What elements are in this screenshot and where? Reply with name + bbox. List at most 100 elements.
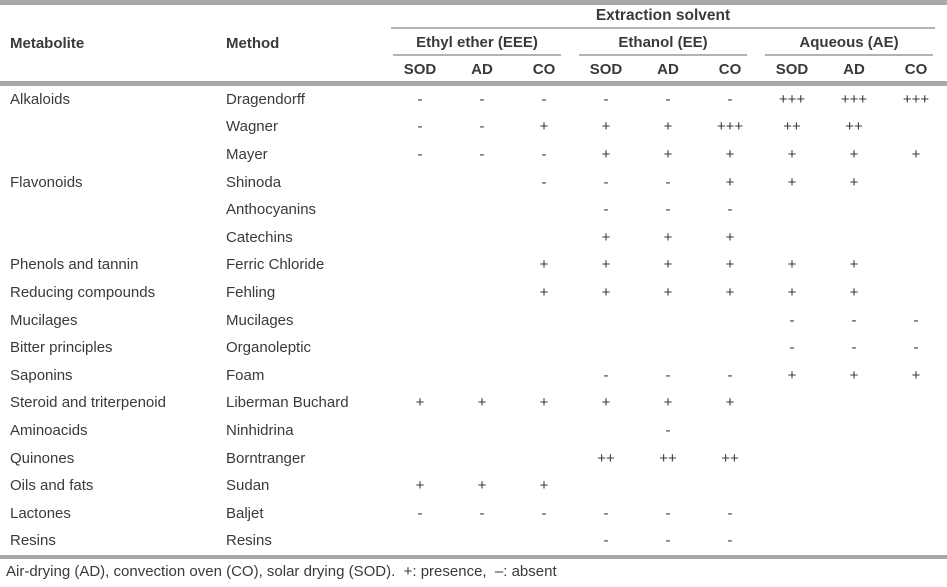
value-cell: - bbox=[727, 201, 733, 219]
value-cell bbox=[575, 334, 637, 362]
method-cell: Baljet bbox=[226, 504, 264, 522]
value-cell: - bbox=[479, 90, 485, 108]
subcolumn-header-co-group1: CO bbox=[532, 60, 556, 78]
metabolite-cell: Mucilages bbox=[10, 311, 78, 329]
metabolite-cell: Lactones bbox=[10, 504, 71, 522]
group-label-ethyl-ether: Ethyl ether (EEE) bbox=[393, 31, 561, 56]
value-cell bbox=[389, 168, 451, 196]
value-cell bbox=[451, 334, 513, 362]
value-cell: + bbox=[725, 394, 735, 412]
header-spacer bbox=[0, 5, 389, 29]
value-cell bbox=[637, 306, 699, 334]
value-cell: +++ bbox=[716, 118, 744, 136]
value-cell bbox=[823, 444, 885, 472]
value-cell bbox=[885, 499, 947, 527]
table-footnote: Air-drying (AD), convection oven (CO), s… bbox=[6, 562, 557, 580]
value-cell bbox=[885, 417, 947, 445]
table-row: Mayer - - - + + + + + + bbox=[0, 141, 947, 169]
value-cell bbox=[699, 306, 761, 334]
subcolumn-header-co-group3: CO bbox=[904, 60, 928, 78]
value-cell: + bbox=[911, 366, 921, 384]
value-cell bbox=[823, 527, 885, 555]
value-cell bbox=[451, 444, 513, 472]
table-row: Mucilages Mucilages - - - bbox=[0, 306, 947, 334]
value-cell bbox=[389, 417, 451, 445]
value-cell: - bbox=[541, 90, 547, 108]
value-cell: + bbox=[539, 394, 549, 412]
value-cell: +++ bbox=[902, 90, 930, 108]
value-cell: + bbox=[415, 394, 425, 412]
value-cell: + bbox=[601, 228, 611, 246]
method-cell: Resins bbox=[226, 532, 272, 550]
value-cell: + bbox=[725, 283, 735, 301]
value-cell bbox=[451, 251, 513, 279]
value-cell bbox=[761, 196, 823, 224]
value-cell bbox=[451, 527, 513, 555]
method-cell: Foam bbox=[226, 366, 265, 384]
value-cell: - bbox=[913, 339, 919, 357]
value-cell: + bbox=[787, 256, 797, 274]
value-cell bbox=[699, 334, 761, 362]
group-header-ethyl-ether: Ethyl ether (EEE) bbox=[389, 29, 575, 58]
value-cell bbox=[823, 223, 885, 251]
value-cell bbox=[637, 472, 699, 500]
value-cell bbox=[885, 196, 947, 224]
value-cell: + bbox=[663, 228, 673, 246]
value-cell: - bbox=[665, 201, 671, 219]
value-cell: + bbox=[601, 283, 611, 301]
group-label-ethanol: Ethanol (EE) bbox=[579, 31, 747, 56]
value-cell: - bbox=[789, 311, 795, 329]
metabolite-cell bbox=[0, 141, 226, 169]
value-cell: + bbox=[415, 477, 425, 495]
metabolite-cell: Flavonoids bbox=[10, 173, 83, 191]
metabolite-cell: Bitter principles bbox=[10, 339, 113, 357]
value-cell: - bbox=[727, 504, 733, 522]
group-header-aqueous: Aqueous (AE) bbox=[761, 29, 947, 58]
value-cell bbox=[513, 444, 575, 472]
subcolumn-header-sod-group3: SOD bbox=[775, 60, 809, 78]
value-cell: + bbox=[849, 366, 859, 384]
value-cell bbox=[761, 472, 823, 500]
value-cell: - bbox=[913, 311, 919, 329]
value-cell: + bbox=[539, 283, 549, 301]
metabolite-cell: Aminoacids bbox=[10, 421, 88, 439]
value-cell bbox=[451, 196, 513, 224]
metabolite-cell: Reducing compounds bbox=[10, 283, 156, 301]
method-cell: Ferric Chloride bbox=[226, 256, 325, 274]
table-row: Quinones Borntranger ++ ++ ++ bbox=[0, 444, 947, 472]
value-cell bbox=[389, 196, 451, 224]
bottom-rule bbox=[0, 554, 947, 559]
value-cell: +++ bbox=[778, 90, 806, 108]
value-cell: + bbox=[477, 394, 487, 412]
subcolumn-header-co-group2: CO bbox=[718, 60, 742, 78]
value-cell: + bbox=[725, 173, 735, 191]
value-cell bbox=[823, 417, 885, 445]
metabolite-cell: Oils and fats bbox=[10, 477, 94, 495]
value-cell: - bbox=[665, 366, 671, 384]
value-cell bbox=[699, 472, 761, 500]
value-cell: + bbox=[601, 145, 611, 163]
value-cell bbox=[823, 389, 885, 417]
header-row-subcolumns: SOD AD CO SOD AD CO SOD AD CO bbox=[0, 58, 947, 83]
value-cell bbox=[761, 223, 823, 251]
value-cell bbox=[575, 417, 637, 445]
value-cell bbox=[513, 361, 575, 389]
value-cell: + bbox=[911, 145, 921, 163]
value-cell bbox=[513, 196, 575, 224]
value-cell bbox=[451, 279, 513, 307]
value-cell: + bbox=[787, 283, 797, 301]
table-row: Phenols and tannin Ferric Chloride + + + + + + bbox=[0, 251, 947, 279]
value-cell bbox=[761, 499, 823, 527]
table-row: Lactones Baljet - - - - - - bbox=[0, 499, 947, 527]
value-cell: - bbox=[665, 532, 671, 550]
value-cell: - bbox=[541, 504, 547, 522]
value-cell bbox=[513, 417, 575, 445]
top-rule bbox=[0, 0, 947, 5]
value-cell: - bbox=[479, 118, 485, 136]
value-cell bbox=[389, 223, 451, 251]
subcolumn-header-sod-group1: SOD bbox=[403, 60, 437, 78]
value-cell: + bbox=[849, 283, 859, 301]
metabolite-cell: Phenols and tannin bbox=[10, 256, 139, 274]
value-cell: ++ bbox=[721, 449, 739, 467]
